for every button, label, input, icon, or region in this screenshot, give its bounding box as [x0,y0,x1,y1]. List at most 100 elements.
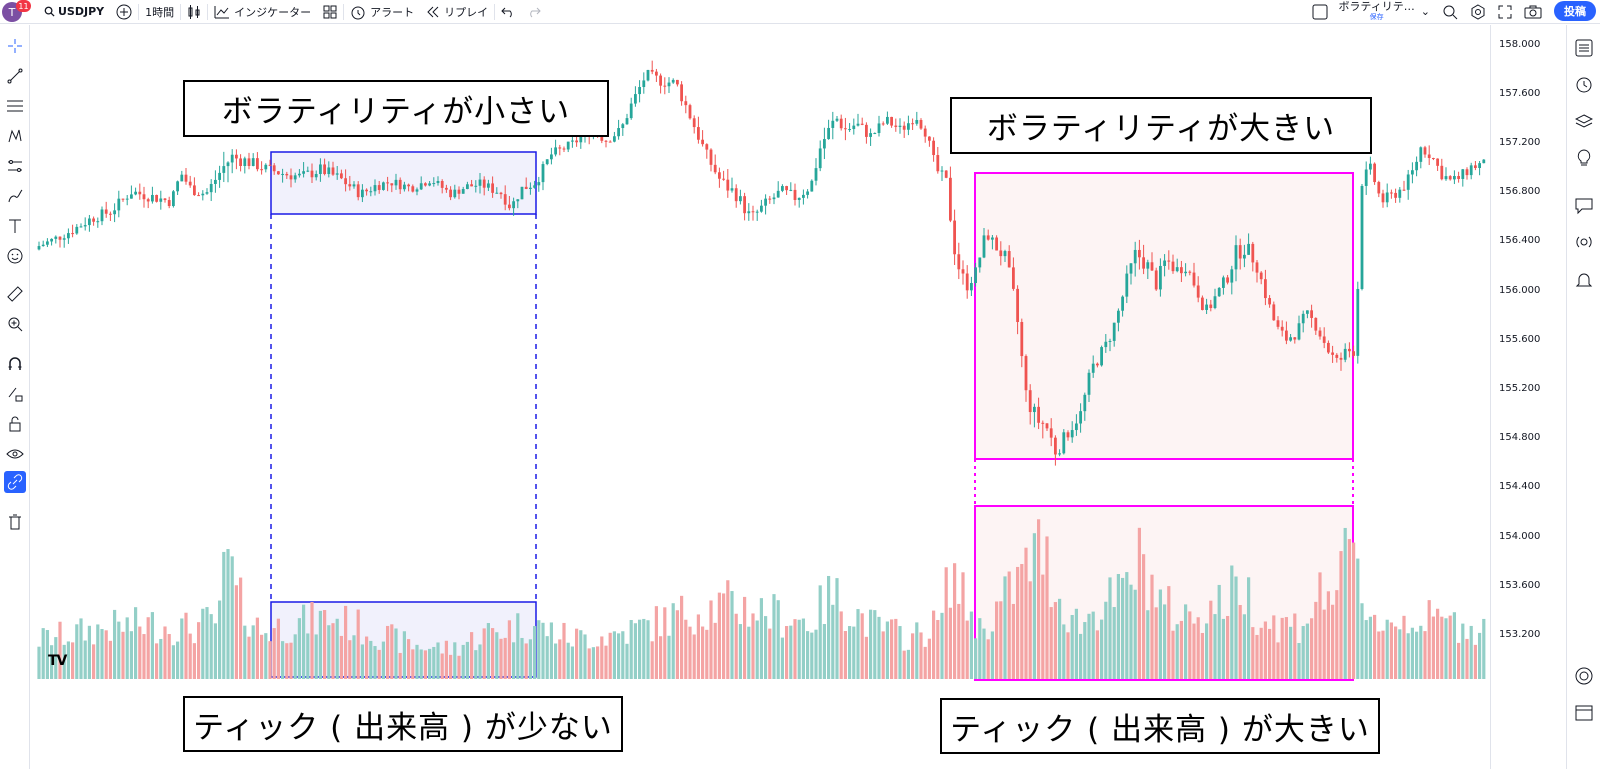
candle-body [71,233,74,235]
candle-body [743,196,746,214]
candle-body [428,183,431,186]
pattern-icon[interactable] [4,125,26,147]
layout-select[interactable]: ボラティリテ… 保存 ⌄ [1306,0,1436,24]
volume-bar [167,634,171,679]
volume-bar [192,643,196,679]
candle-body [1091,363,1095,373]
candle-body [50,238,53,242]
candle-body [785,186,788,191]
volume-bar [1133,589,1137,679]
calendar-icon[interactable] [1573,701,1595,723]
zoom-in-icon[interactable] [4,313,26,335]
settings-button[interactable] [1464,0,1492,24]
ruler-icon[interactable] [4,283,26,305]
user-avatar[interactable]: T 11 [2,0,31,22]
volume-bar [1125,572,1129,679]
volume-bar [999,601,1003,679]
redo-button[interactable] [521,0,547,24]
crosshair-icon[interactable] [4,35,26,57]
chart-canvas[interactable] [31,25,1490,769]
layers-icon[interactable] [1573,111,1595,133]
forecast-icon[interactable] [4,155,26,177]
post-button[interactable]: 投稿 [1554,1,1596,21]
candle-body [184,174,188,182]
candle-body [646,69,650,81]
chat-icon[interactable] [1573,195,1595,217]
undo-button[interactable] [495,0,521,24]
notification-bell-icon[interactable] [1573,269,1595,291]
candle-body [54,236,58,239]
candle-body [1482,159,1486,164]
trend-line-icon[interactable] [4,65,26,87]
layout-square-icon [1312,4,1328,19]
candle-body [1301,313,1305,324]
candle-body [1268,298,1271,305]
candle-body [533,185,536,188]
candle-body [831,120,835,128]
price-label: 154.800 [1499,432,1541,443]
eye-icon[interactable] [4,443,26,465]
candle-body [663,85,667,87]
emoji-icon[interactable] [4,245,26,267]
candle-body [655,71,658,76]
volume-bar [1368,616,1372,679]
candle-body [600,135,604,141]
lock-icon[interactable] [4,413,26,435]
alarm-clock-icon[interactable] [1573,73,1595,95]
symbol-search[interactable]: USDJPY [38,0,110,24]
candle-body [806,191,809,195]
candle-body [1276,320,1280,327]
text-icon[interactable] [4,215,26,237]
interval-button[interactable]: 1時間 [145,5,175,19]
candle-body [898,125,902,127]
volume-bar [264,633,268,679]
candle-body [1264,279,1267,299]
lock-pencil-icon[interactable] [4,383,26,405]
candle-body [625,118,629,125]
volume-bar [1066,632,1070,679]
volume-bar [612,631,616,679]
candle-body [835,118,839,121]
compare-button[interactable] [110,0,138,24]
alert-button[interactable]: アラート [344,0,420,24]
price-axis[interactable]: 158.000 157.600 157.200 156.800 156.400 … [1490,25,1566,769]
link-icon[interactable] [4,471,26,493]
candle-body [83,225,87,227]
candle-body [907,123,910,130]
fib-lines-icon[interactable] [4,95,26,117]
candle-body [1163,260,1166,266]
snapshot-button[interactable] [1518,0,1548,24]
fullscreen-button[interactable] [1492,0,1518,24]
price-label: 153.200 [1499,629,1541,640]
magnet-icon[interactable] [4,353,26,375]
indicators-button[interactable]: インジケーター [208,0,317,24]
price-label: 158.000 [1499,39,1541,50]
brush-icon[interactable] [4,185,26,207]
watchlist-icon[interactable] [1573,37,1595,59]
chart-type-button[interactable] [181,0,207,24]
help-target-icon[interactable] [1573,665,1595,687]
volume-bar [306,633,310,679]
candle-body [537,182,541,186]
quick-search-button[interactable] [1436,0,1464,24]
candle-body [424,183,427,186]
broadcast-icon[interactable] [1573,231,1595,253]
candle-body [335,173,339,175]
volume-bar [423,650,427,679]
candle-body [873,133,877,135]
candle-body [1217,287,1221,297]
trash-icon[interactable] [4,511,26,533]
replay-button[interactable]: リプレイ [420,0,494,24]
candle-body [377,185,381,190]
volume-bar [1196,617,1200,679]
lightbulb-icon[interactable] [1573,147,1595,169]
templates-button[interactable] [317,0,343,24]
candle-body [827,127,830,140]
volume-bar [915,622,919,679]
volume-bar [302,604,306,679]
volume-bar [129,631,133,679]
volume-bar [843,631,847,679]
price-label: 156.800 [1499,186,1541,197]
candle-body [524,186,528,189]
volume-bar [600,636,604,679]
